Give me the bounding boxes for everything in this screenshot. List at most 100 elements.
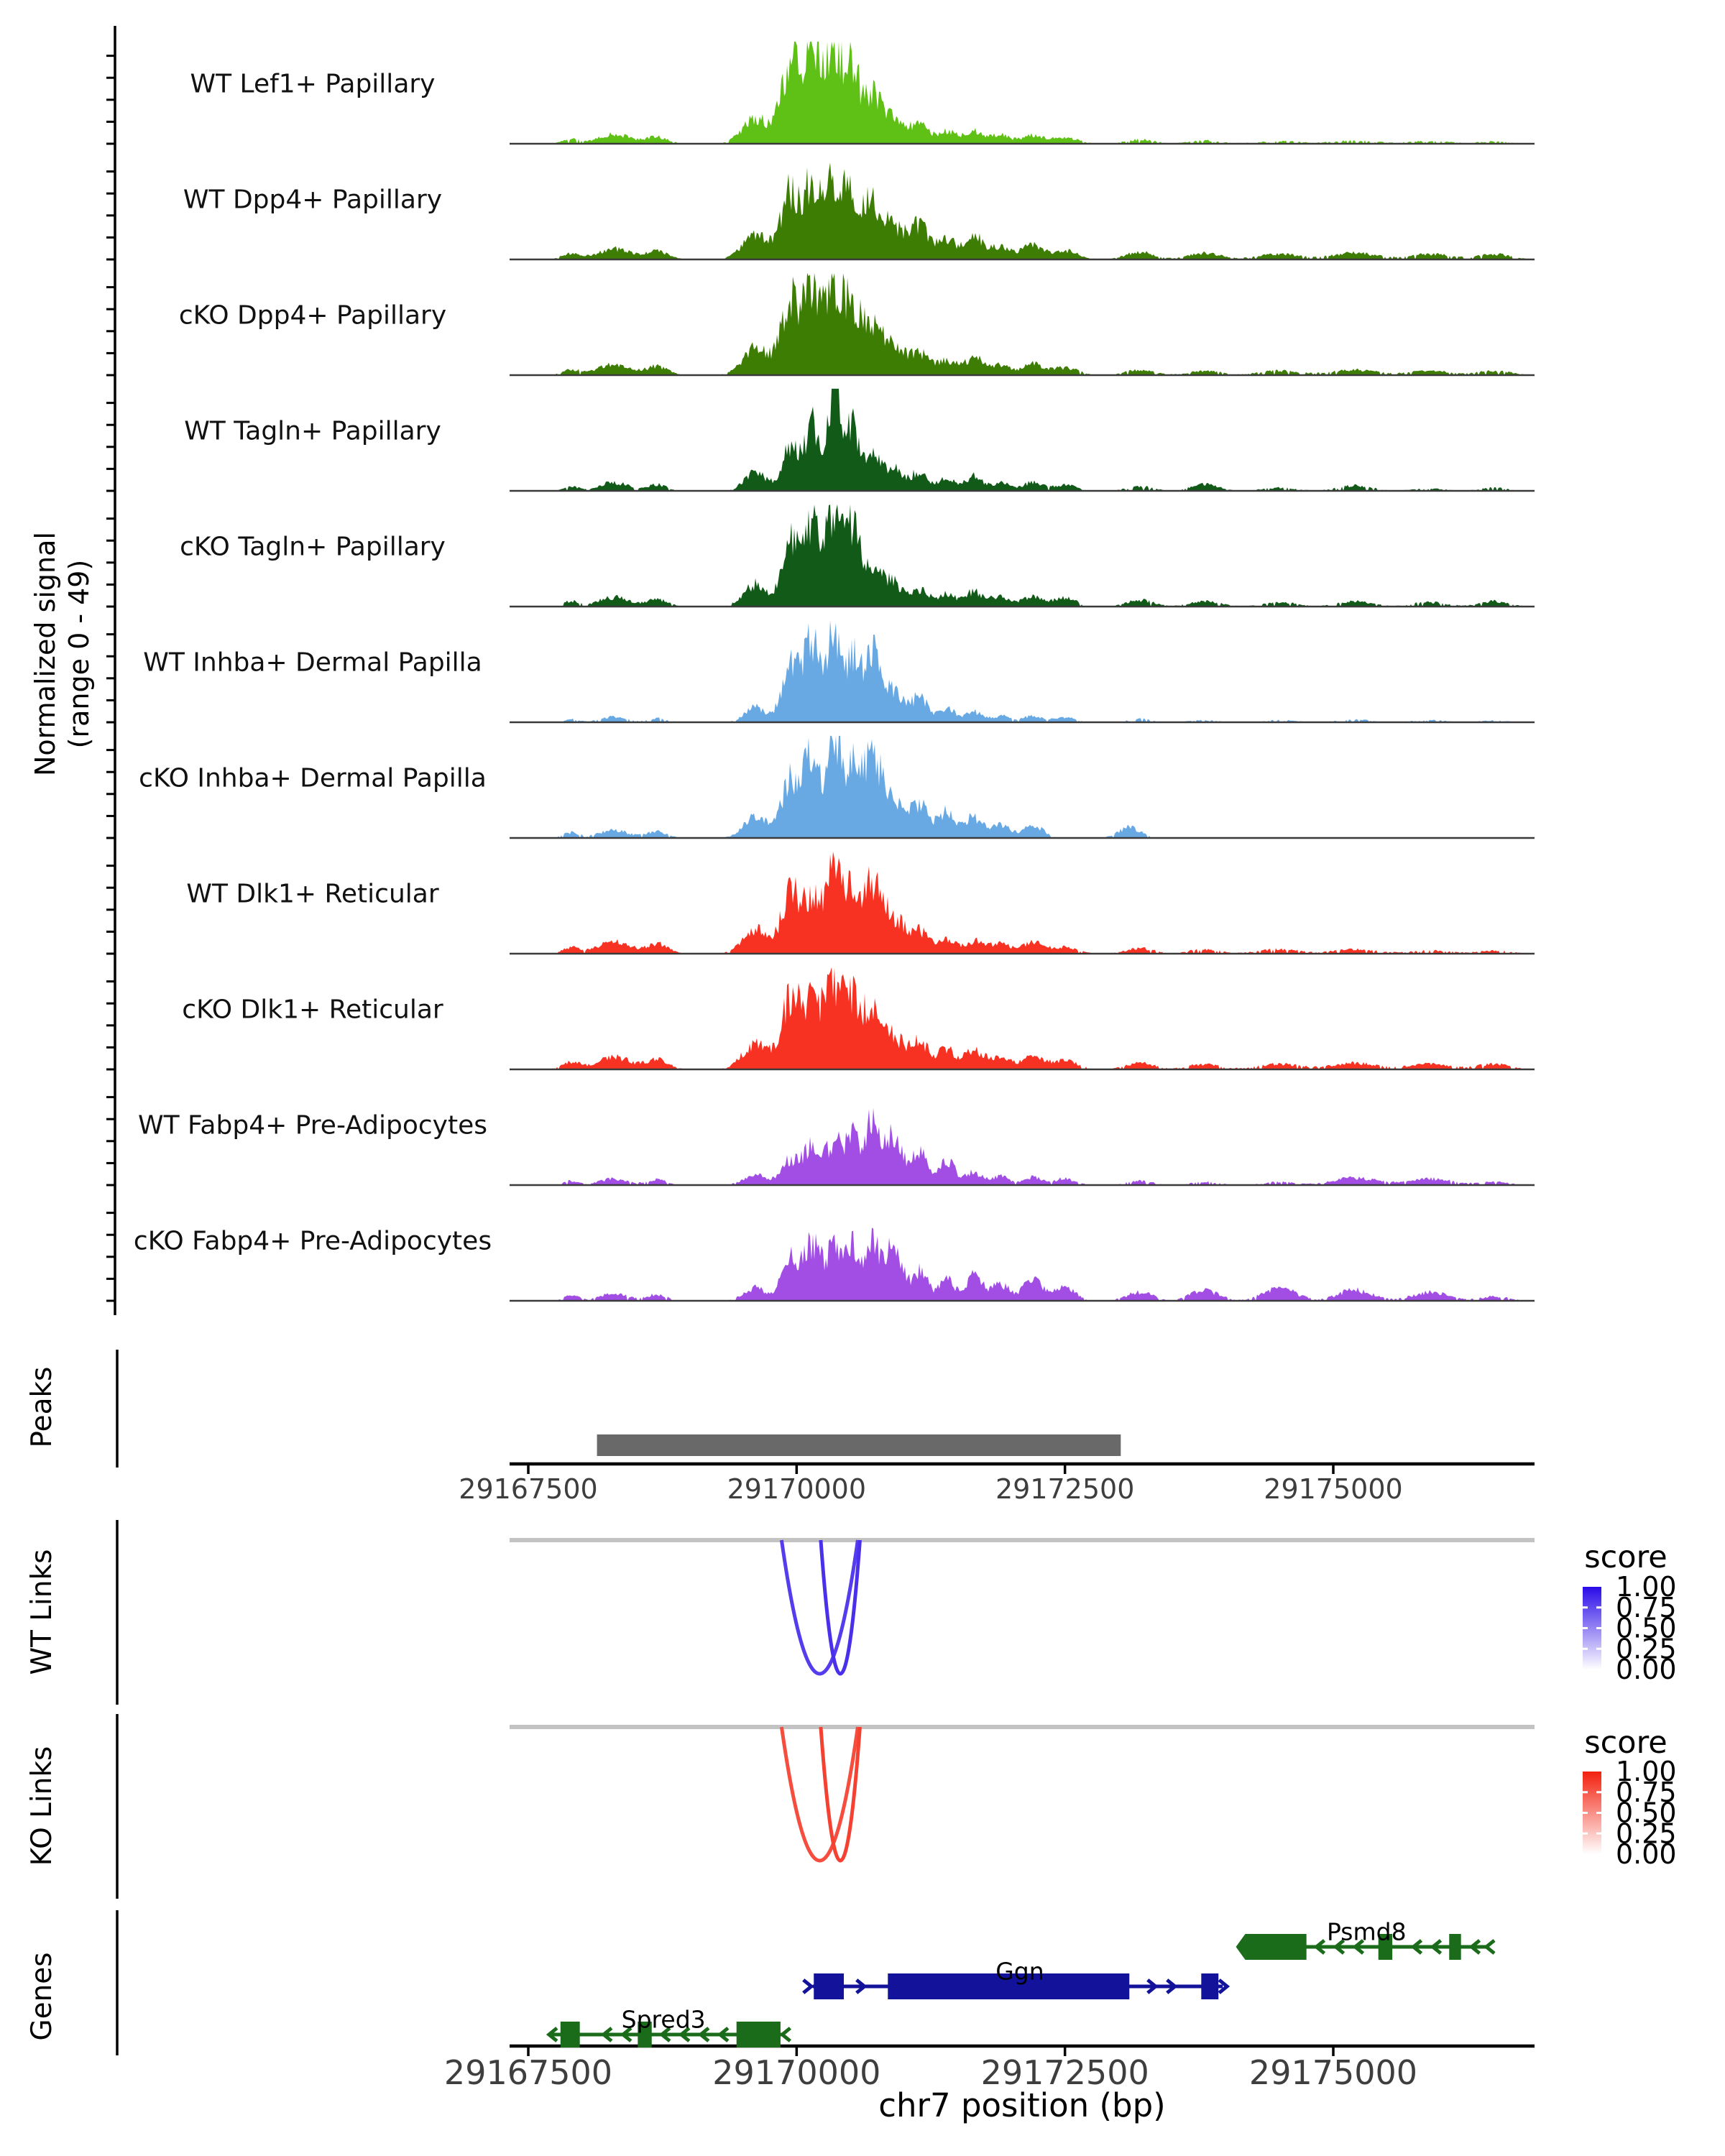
strand-chevron-icon: [1146, 1978, 1159, 1994]
gene-exon: [814, 1973, 845, 1999]
coverage-track-10: [510, 1107, 1535, 1187]
track-label: cKO Dpp4+ Papillary: [179, 301, 446, 331]
wt-links-colorbar-label: 0.00: [1616, 1654, 1677, 1685]
strand-chevron-icon: [1468, 1939, 1481, 1955]
track-signal-area: [510, 162, 1535, 259]
ko-links-colorbar-label: 0.75: [1616, 1777, 1677, 1808]
coverage-track-11: [510, 1227, 1535, 1302]
strand-chevron-icon: [779, 2027, 791, 2042]
peak-region-bar: [597, 1434, 1121, 1456]
track-label: WT Dpp4+ Papillary: [183, 185, 442, 215]
gene-model-psmd8: [1236, 1934, 1496, 1960]
track-signal-area: [510, 1107, 1535, 1185]
genome-axis-bottom-tick-label: 29172500: [981, 2053, 1149, 2092]
y-axis-title: Normalized signal (range 0 - 49): [29, 410, 98, 898]
genome-axis-top-tick-label: 29175000: [1264, 1473, 1402, 1505]
x-axis-title: chr7 position (bp): [878, 2086, 1166, 2124]
strand-chevron-icon: [1352, 1939, 1365, 1955]
strand-chevron-icon: [620, 2027, 632, 2042]
genome-axis-top-tick-label: 29167500: [459, 1473, 597, 1505]
gene-label: Ggn: [995, 1958, 1044, 1986]
strand-chevron-icon: [802, 1978, 814, 1994]
track-signal-area: [510, 388, 1535, 491]
ko-score-legend-title: score: [1584, 1725, 1668, 1761]
wt-links-colorbar-label: 0.50: [1616, 1613, 1677, 1644]
strand-chevron-icon: [717, 2027, 730, 2042]
gene-exon: [1378, 1934, 1393, 1960]
y-axis-title-line1: Normalized signal: [29, 532, 61, 776]
coverage-track-5: [510, 504, 1535, 608]
strand-chevron-icon: [1410, 1939, 1423, 1955]
track-label: cKO Fabp4+ Pre-Adipocytes: [134, 1227, 492, 1256]
wt-links-colorbar-label: 0.75: [1616, 1592, 1677, 1623]
wt-links-colorbar-label: 1.00: [1616, 1571, 1677, 1603]
strand-chevron-icon: [658, 2027, 671, 2042]
gene-arrow-tip: [1236, 1934, 1246, 1960]
gene-exon: [1449, 1934, 1461, 1960]
strand-chevron-icon: [1430, 1939, 1443, 1955]
ko-links-colorbar-label: 0.50: [1616, 1797, 1677, 1829]
ko-links-arc: [779, 1726, 860, 1863]
gene-exon: [736, 2022, 781, 2047]
gene-model-ggn: [802, 1973, 1230, 1999]
track-signal-area: [510, 735, 1535, 838]
wt-links-arc: [779, 1539, 860, 1676]
wt-links-arc: [819, 1539, 862, 1676]
gene-exon: [1201, 1973, 1219, 1999]
gene-exon: [560, 2022, 580, 2047]
track-label: cKO Inhba+ Dermal Papilla: [139, 764, 487, 793]
genes-section-label: Genes: [26, 1952, 58, 2041]
gene-exon: [1245, 1934, 1307, 1960]
gene-exon: [888, 1973, 1130, 1999]
strand-chevron-icon: [697, 2027, 710, 2042]
gene-label: Spred3: [622, 2006, 706, 2034]
gene-model-spred3: [546, 2022, 791, 2047]
track-label: cKO Tagln+ Papillary: [180, 533, 446, 562]
track-label: cKO Dlk1+ Reticular: [182, 995, 443, 1025]
genome-axis-bottom-tick-label: 29167500: [444, 2053, 612, 2092]
strand-chevron-icon: [1484, 1939, 1496, 1955]
coverage-track-8: [510, 851, 1535, 955]
track-signal-area: [510, 272, 1535, 375]
coverage-track-6: [510, 619, 1535, 724]
wt-links-colorbar-label: 0.25: [1616, 1633, 1677, 1664]
track-label: WT Lef1+ Papillary: [190, 70, 436, 99]
strand-chevron-icon: [1218, 1978, 1230, 1994]
ko-links-colorbar-label: 0.00: [1616, 1838, 1677, 1870]
strand-chevron-icon: [546, 2027, 558, 2042]
strand-chevron-icon: [600, 2027, 613, 2042]
y-axis-title-line2: (range 0 - 49): [63, 559, 95, 749]
strand-chevron-icon: [1333, 1939, 1346, 1955]
track-signal-area: [510, 967, 1535, 1069]
strand-chevron-icon: [678, 2027, 691, 2042]
track-signal-area: [510, 619, 1535, 722]
coverage-track-7: [510, 735, 1535, 839]
genome-axis-bottom-tick-label: 29170000: [712, 2053, 880, 2092]
track-label: WT Tagln+ Papillary: [184, 417, 441, 446]
coverage-track-1: [510, 41, 1535, 145]
ko-links-colorbar-label: 1.00: [1616, 1756, 1677, 1787]
ko-links-colorbar-label: 0.25: [1616, 1818, 1677, 1849]
coverage-track-4: [510, 388, 1535, 492]
coverage-track-9: [510, 967, 1535, 1071]
genome-axis-bottom-tick-label: 29175000: [1249, 2053, 1417, 2092]
wt-score-legend-title: score: [1584, 1539, 1668, 1575]
strand-chevron-icon: [1313, 1939, 1326, 1955]
ko-links-arc: [819, 1726, 862, 1863]
track-label: WT Inhba+ Dermal Papilla: [143, 648, 482, 678]
strand-chevron-icon: [855, 1978, 868, 1994]
track-label: WT Fabp4+ Pre-Adipocytes: [138, 1111, 487, 1141]
gene-exon: [638, 2022, 652, 2047]
gene-label: Psmd8: [1327, 1918, 1407, 1946]
track-signal-area: [510, 851, 1535, 954]
genome-axis-top-tick-label: 29172500: [995, 1473, 1134, 1505]
strand-chevron-icon: [1166, 1978, 1178, 1994]
coverage-track-3: [510, 272, 1535, 377]
track-signal-area: [510, 1227, 1535, 1301]
genome-axis-top-tick-label: 29170000: [727, 1473, 866, 1505]
track-signal-area: [510, 504, 1535, 607]
coverage-track-2: [510, 162, 1535, 261]
track-label: WT Dlk1+ Reticular: [186, 880, 438, 909]
